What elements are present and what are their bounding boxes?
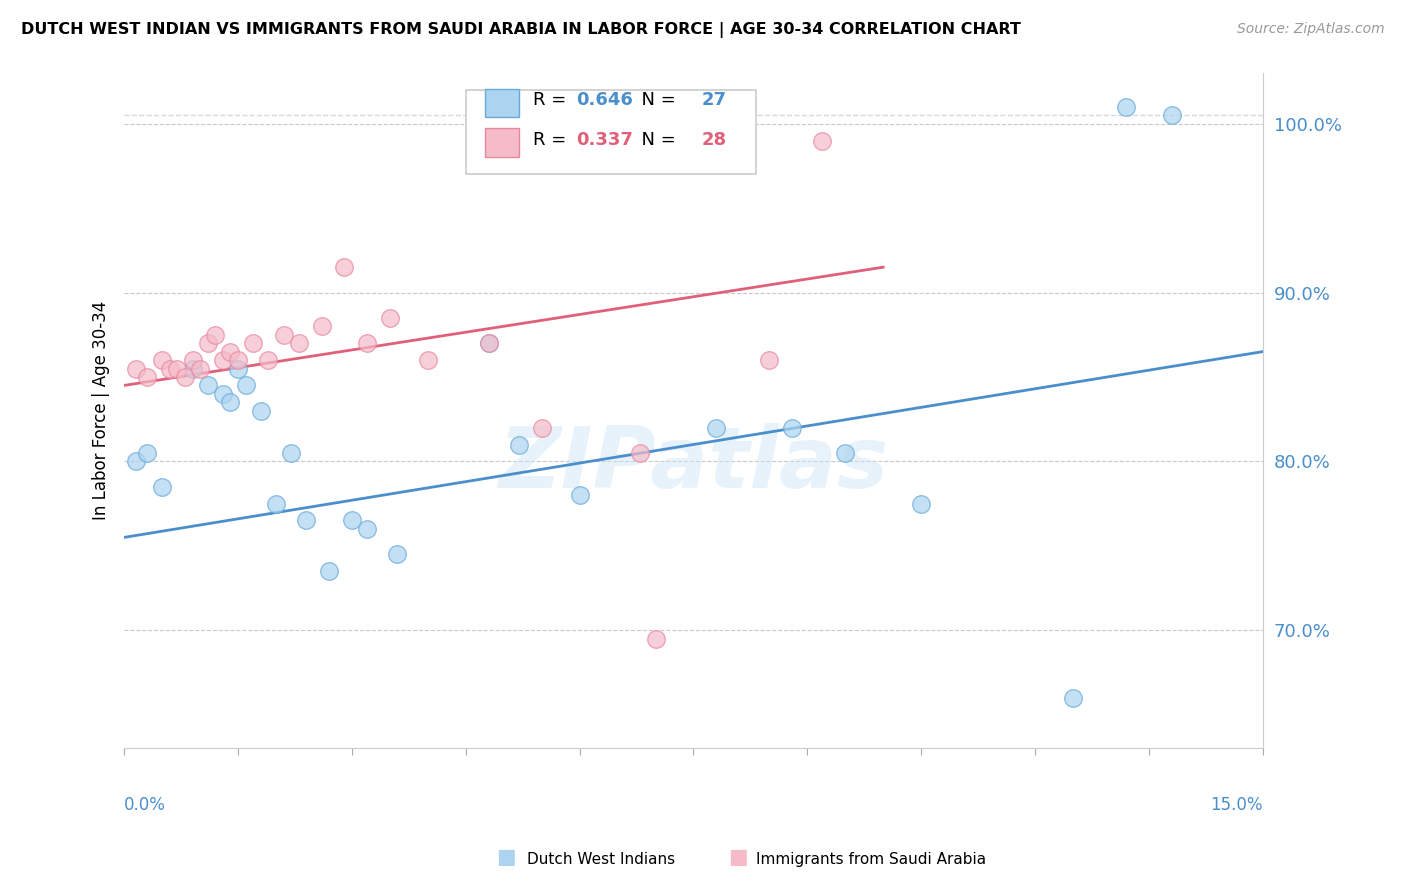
Point bbox=[1062, 690, 1084, 705]
Point bbox=[644, 632, 666, 646]
Point bbox=[197, 336, 219, 351]
Point bbox=[150, 480, 173, 494]
FancyBboxPatch shape bbox=[465, 90, 756, 174]
Text: Immigrants from Saudi Arabia: Immigrants from Saudi Arabia bbox=[756, 852, 987, 867]
Point bbox=[311, 319, 333, 334]
Point bbox=[834, 446, 856, 460]
Point bbox=[219, 344, 242, 359]
Point bbox=[416, 353, 439, 368]
Point bbox=[356, 336, 378, 351]
Point bbox=[477, 336, 499, 351]
Point bbox=[477, 336, 499, 351]
FancyBboxPatch shape bbox=[485, 128, 519, 156]
Text: N =: N = bbox=[630, 130, 681, 149]
Y-axis label: In Labor Force | Age 30-34: In Labor Force | Age 30-34 bbox=[93, 301, 110, 520]
Point bbox=[250, 403, 273, 417]
Point bbox=[811, 134, 834, 148]
Point bbox=[264, 497, 287, 511]
Point bbox=[780, 420, 803, 434]
Point bbox=[280, 446, 302, 460]
Text: Source: ZipAtlas.com: Source: ZipAtlas.com bbox=[1237, 22, 1385, 37]
Point bbox=[204, 327, 226, 342]
Point bbox=[356, 522, 378, 536]
Text: 0.646: 0.646 bbox=[576, 91, 633, 109]
Text: 0.0%: 0.0% bbox=[124, 796, 166, 814]
Point bbox=[628, 446, 651, 460]
Point bbox=[124, 361, 146, 376]
Point bbox=[174, 370, 197, 384]
Point bbox=[1115, 100, 1137, 114]
Text: R =: R = bbox=[533, 130, 572, 149]
Text: ZIPatlas: ZIPatlas bbox=[498, 424, 889, 507]
Point bbox=[181, 353, 204, 368]
Point bbox=[387, 547, 409, 561]
Point bbox=[212, 387, 235, 401]
Point bbox=[288, 336, 311, 351]
Text: Dutch West Indians: Dutch West Indians bbox=[527, 852, 675, 867]
Text: DUTCH WEST INDIAN VS IMMIGRANTS FROM SAUDI ARABIA IN LABOR FORCE | AGE 30-34 COR: DUTCH WEST INDIAN VS IMMIGRANTS FROM SAU… bbox=[21, 22, 1021, 38]
Text: N =: N = bbox=[630, 91, 681, 109]
Point bbox=[219, 395, 242, 409]
Point bbox=[166, 361, 188, 376]
Point bbox=[150, 353, 173, 368]
Point bbox=[136, 370, 159, 384]
Text: 28: 28 bbox=[702, 130, 727, 149]
Point bbox=[273, 327, 295, 342]
Point bbox=[197, 378, 219, 392]
Point bbox=[226, 353, 249, 368]
Point bbox=[188, 361, 211, 376]
Point bbox=[159, 361, 181, 376]
FancyBboxPatch shape bbox=[485, 88, 519, 117]
Point bbox=[910, 497, 932, 511]
Text: R =: R = bbox=[533, 91, 572, 109]
Point bbox=[333, 260, 356, 275]
Text: ■: ■ bbox=[496, 847, 516, 867]
Point bbox=[530, 420, 553, 434]
Text: ■: ■ bbox=[728, 847, 748, 867]
Point bbox=[704, 420, 727, 434]
Point bbox=[508, 437, 530, 451]
Point bbox=[758, 353, 780, 368]
Point bbox=[235, 378, 257, 392]
Point bbox=[340, 514, 363, 528]
Point bbox=[242, 336, 264, 351]
Point bbox=[257, 353, 280, 368]
Point bbox=[378, 310, 401, 325]
Point bbox=[295, 514, 318, 528]
Point bbox=[226, 361, 249, 376]
Text: 15.0%: 15.0% bbox=[1211, 796, 1263, 814]
Point bbox=[136, 446, 159, 460]
Point bbox=[1160, 108, 1182, 122]
Text: 27: 27 bbox=[702, 91, 727, 109]
Point bbox=[318, 564, 340, 578]
Text: 0.337: 0.337 bbox=[576, 130, 633, 149]
Point bbox=[212, 353, 235, 368]
Point bbox=[568, 488, 591, 502]
Point bbox=[181, 361, 204, 376]
Point bbox=[124, 454, 146, 468]
